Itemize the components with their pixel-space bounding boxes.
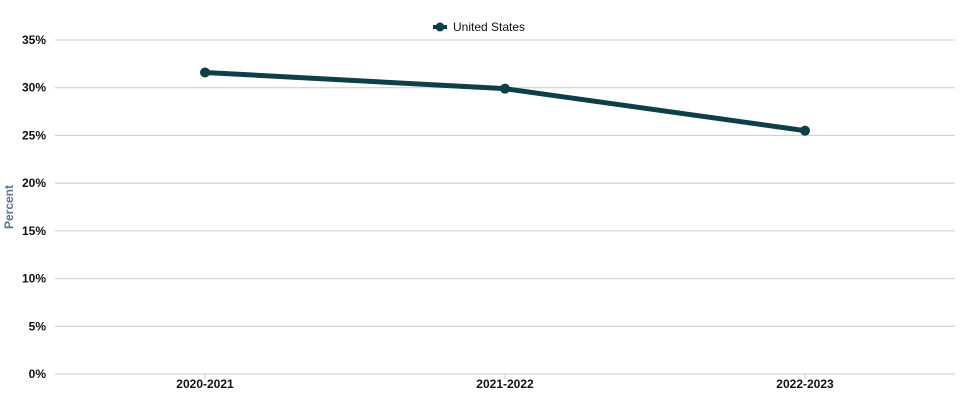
y-axis-label: Percent	[2, 185, 16, 229]
y-tick-label: 20%	[22, 176, 46, 190]
y-tick-label: 5%	[29, 319, 47, 333]
data-point[interactable]	[200, 67, 210, 78]
x-axis-ticks: 2020-2021 2021-2022 2022-2023	[176, 374, 834, 391]
y-tick-label: 30%	[22, 81, 46, 95]
y-axis-ticks: 0% 5% 10% 15% 20% 25% 30% 35%	[22, 33, 46, 381]
series-group	[200, 67, 810, 136]
legend-label-united-states: United States	[453, 20, 525, 34]
data-point[interactable]	[800, 125, 810, 136]
y-tick-label: 35%	[22, 33, 46, 47]
y-tick-label: 0%	[29, 367, 47, 381]
y-tick-label: 15%	[22, 224, 46, 238]
y-tick-label: 10%	[22, 272, 46, 286]
x-tick-label: 2022-2023	[776, 377, 834, 391]
x-tick-label: 2021-2022	[476, 377, 534, 391]
x-tick-label: 2020-2021	[176, 377, 234, 391]
legend: United States	[433, 20, 525, 34]
series-line-united-states	[202, 69, 808, 134]
data-point[interactable]	[500, 83, 510, 94]
legend-marker-dot	[435, 22, 445, 32]
y-tick-label: 25%	[22, 128, 46, 142]
